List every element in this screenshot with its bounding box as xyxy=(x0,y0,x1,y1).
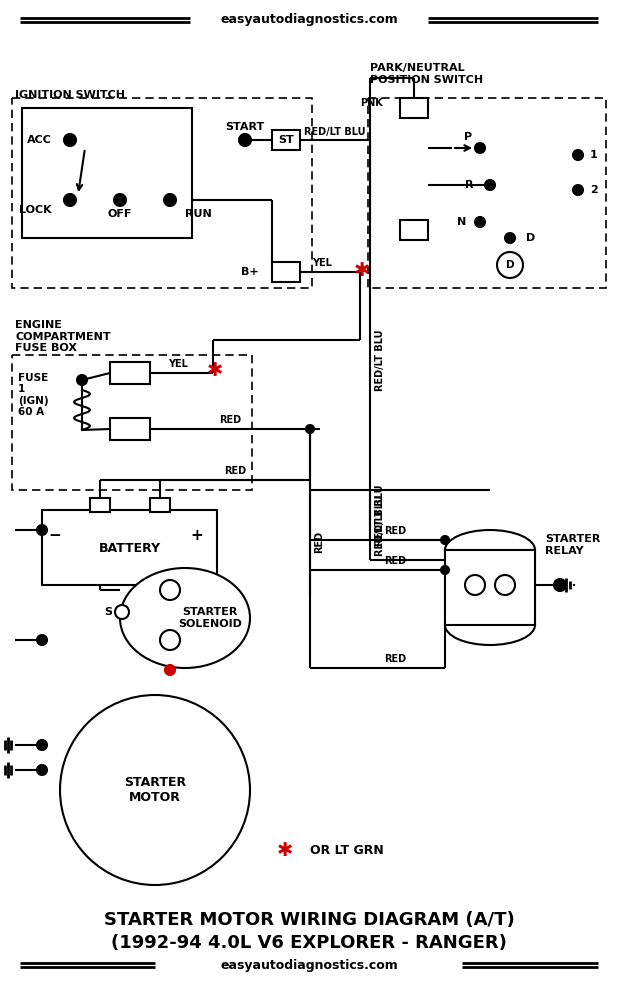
Circle shape xyxy=(164,194,176,206)
Text: 2: 2 xyxy=(590,185,598,195)
Text: YEL: YEL xyxy=(168,359,188,369)
Text: −: − xyxy=(49,528,61,542)
Text: D: D xyxy=(506,260,514,270)
Bar xyxy=(445,550,535,625)
Bar xyxy=(400,98,428,118)
Text: easyautodiagnostics.com: easyautodiagnostics.com xyxy=(220,13,398,26)
Text: STARTER
SOLENOID: STARTER SOLENOID xyxy=(178,607,242,629)
Text: RED: RED xyxy=(224,466,246,476)
Ellipse shape xyxy=(120,568,250,668)
Text: RED: RED xyxy=(314,531,324,553)
Circle shape xyxy=(114,194,126,206)
Text: ✱: ✱ xyxy=(354,260,370,279)
Text: ✱: ✱ xyxy=(207,360,223,379)
Text: YEL: YEL xyxy=(312,258,332,268)
Text: N: N xyxy=(457,217,466,227)
Bar xyxy=(272,130,300,150)
Bar xyxy=(110,418,150,440)
Text: STARTER
MOTOR: STARTER MOTOR xyxy=(124,776,186,804)
Text: RED: RED xyxy=(384,654,406,664)
Circle shape xyxy=(64,194,76,206)
Text: ENGINE
COMPARTMENT
FUSE BOX: ENGINE COMPARTMENT FUSE BOX xyxy=(15,320,111,353)
Circle shape xyxy=(165,665,175,675)
Circle shape xyxy=(465,575,485,595)
Text: easyautodiagnostics.com: easyautodiagnostics.com xyxy=(220,958,398,972)
Bar xyxy=(110,362,150,384)
Circle shape xyxy=(37,635,47,645)
Circle shape xyxy=(37,525,47,535)
Text: OFF: OFF xyxy=(108,209,132,219)
Ellipse shape xyxy=(445,530,535,570)
Bar xyxy=(272,262,300,282)
Text: ST: ST xyxy=(278,135,294,145)
Text: D: D xyxy=(526,233,535,243)
Circle shape xyxy=(306,425,314,433)
Circle shape xyxy=(37,740,47,750)
Bar xyxy=(90,498,110,512)
Circle shape xyxy=(475,143,485,153)
Text: STARTER
RELAY: STARTER RELAY xyxy=(545,534,600,556)
Text: RED/LT BLU: RED/LT BLU xyxy=(375,329,385,391)
Circle shape xyxy=(497,252,523,278)
Ellipse shape xyxy=(445,605,535,645)
Text: LOCK: LOCK xyxy=(19,205,52,215)
Text: B+: B+ xyxy=(242,267,259,277)
Bar xyxy=(22,108,192,238)
Text: 1: 1 xyxy=(590,150,598,160)
Circle shape xyxy=(160,630,180,650)
Text: PARK/NEUTRAL
POSITION SWITCH: PARK/NEUTRAL POSITION SWITCH xyxy=(370,63,483,85)
Circle shape xyxy=(239,134,251,146)
Circle shape xyxy=(495,575,515,595)
Bar xyxy=(368,98,606,288)
Text: IGNITION SWITCH: IGNITION SWITCH xyxy=(15,90,125,100)
Text: S: S xyxy=(104,607,112,617)
Text: RED/LT BLU: RED/LT BLU xyxy=(375,494,385,556)
Circle shape xyxy=(554,579,566,591)
Bar xyxy=(12,98,312,288)
Circle shape xyxy=(64,134,76,146)
Text: OR LT GRN: OR LT GRN xyxy=(310,844,384,856)
Circle shape xyxy=(441,566,449,574)
Text: STARTER MOTOR WIRING DIAGRAM (A/T): STARTER MOTOR WIRING DIAGRAM (A/T) xyxy=(104,911,514,929)
Text: (1992-94 4.0L V6 EXPLORER - RANGER): (1992-94 4.0L V6 EXPLORER - RANGER) xyxy=(111,934,507,952)
Text: ✱: ✱ xyxy=(277,840,293,859)
Circle shape xyxy=(505,233,515,243)
Text: RUN: RUN xyxy=(185,209,212,219)
Bar xyxy=(150,498,170,512)
Circle shape xyxy=(160,580,180,600)
Circle shape xyxy=(475,217,485,227)
Text: START: START xyxy=(226,122,265,132)
Bar xyxy=(400,220,428,240)
Text: FUSE
1
(IGN)
60 A: FUSE 1 (IGN) 60 A xyxy=(18,373,49,417)
Circle shape xyxy=(573,185,583,195)
Text: P: P xyxy=(464,132,472,142)
Circle shape xyxy=(573,150,583,160)
Circle shape xyxy=(60,695,250,885)
Text: PNK: PNK xyxy=(360,98,383,108)
Circle shape xyxy=(485,180,495,190)
Circle shape xyxy=(37,765,47,775)
Circle shape xyxy=(77,375,87,385)
Text: RED: RED xyxy=(384,556,406,566)
Text: RED: RED xyxy=(384,526,406,536)
Bar xyxy=(445,550,535,625)
Bar xyxy=(12,355,252,490)
Text: RED/LT BLU: RED/LT BLU xyxy=(375,484,385,546)
Circle shape xyxy=(441,536,449,544)
Text: RED: RED xyxy=(219,415,241,425)
Circle shape xyxy=(115,605,129,619)
Text: R: R xyxy=(465,180,474,190)
Text: +: + xyxy=(190,528,203,542)
Bar xyxy=(42,510,217,585)
Text: ACC: ACC xyxy=(27,135,52,145)
Text: BATTERY: BATTERY xyxy=(99,542,161,554)
Text: RED/LT BLU: RED/LT BLU xyxy=(304,127,366,137)
